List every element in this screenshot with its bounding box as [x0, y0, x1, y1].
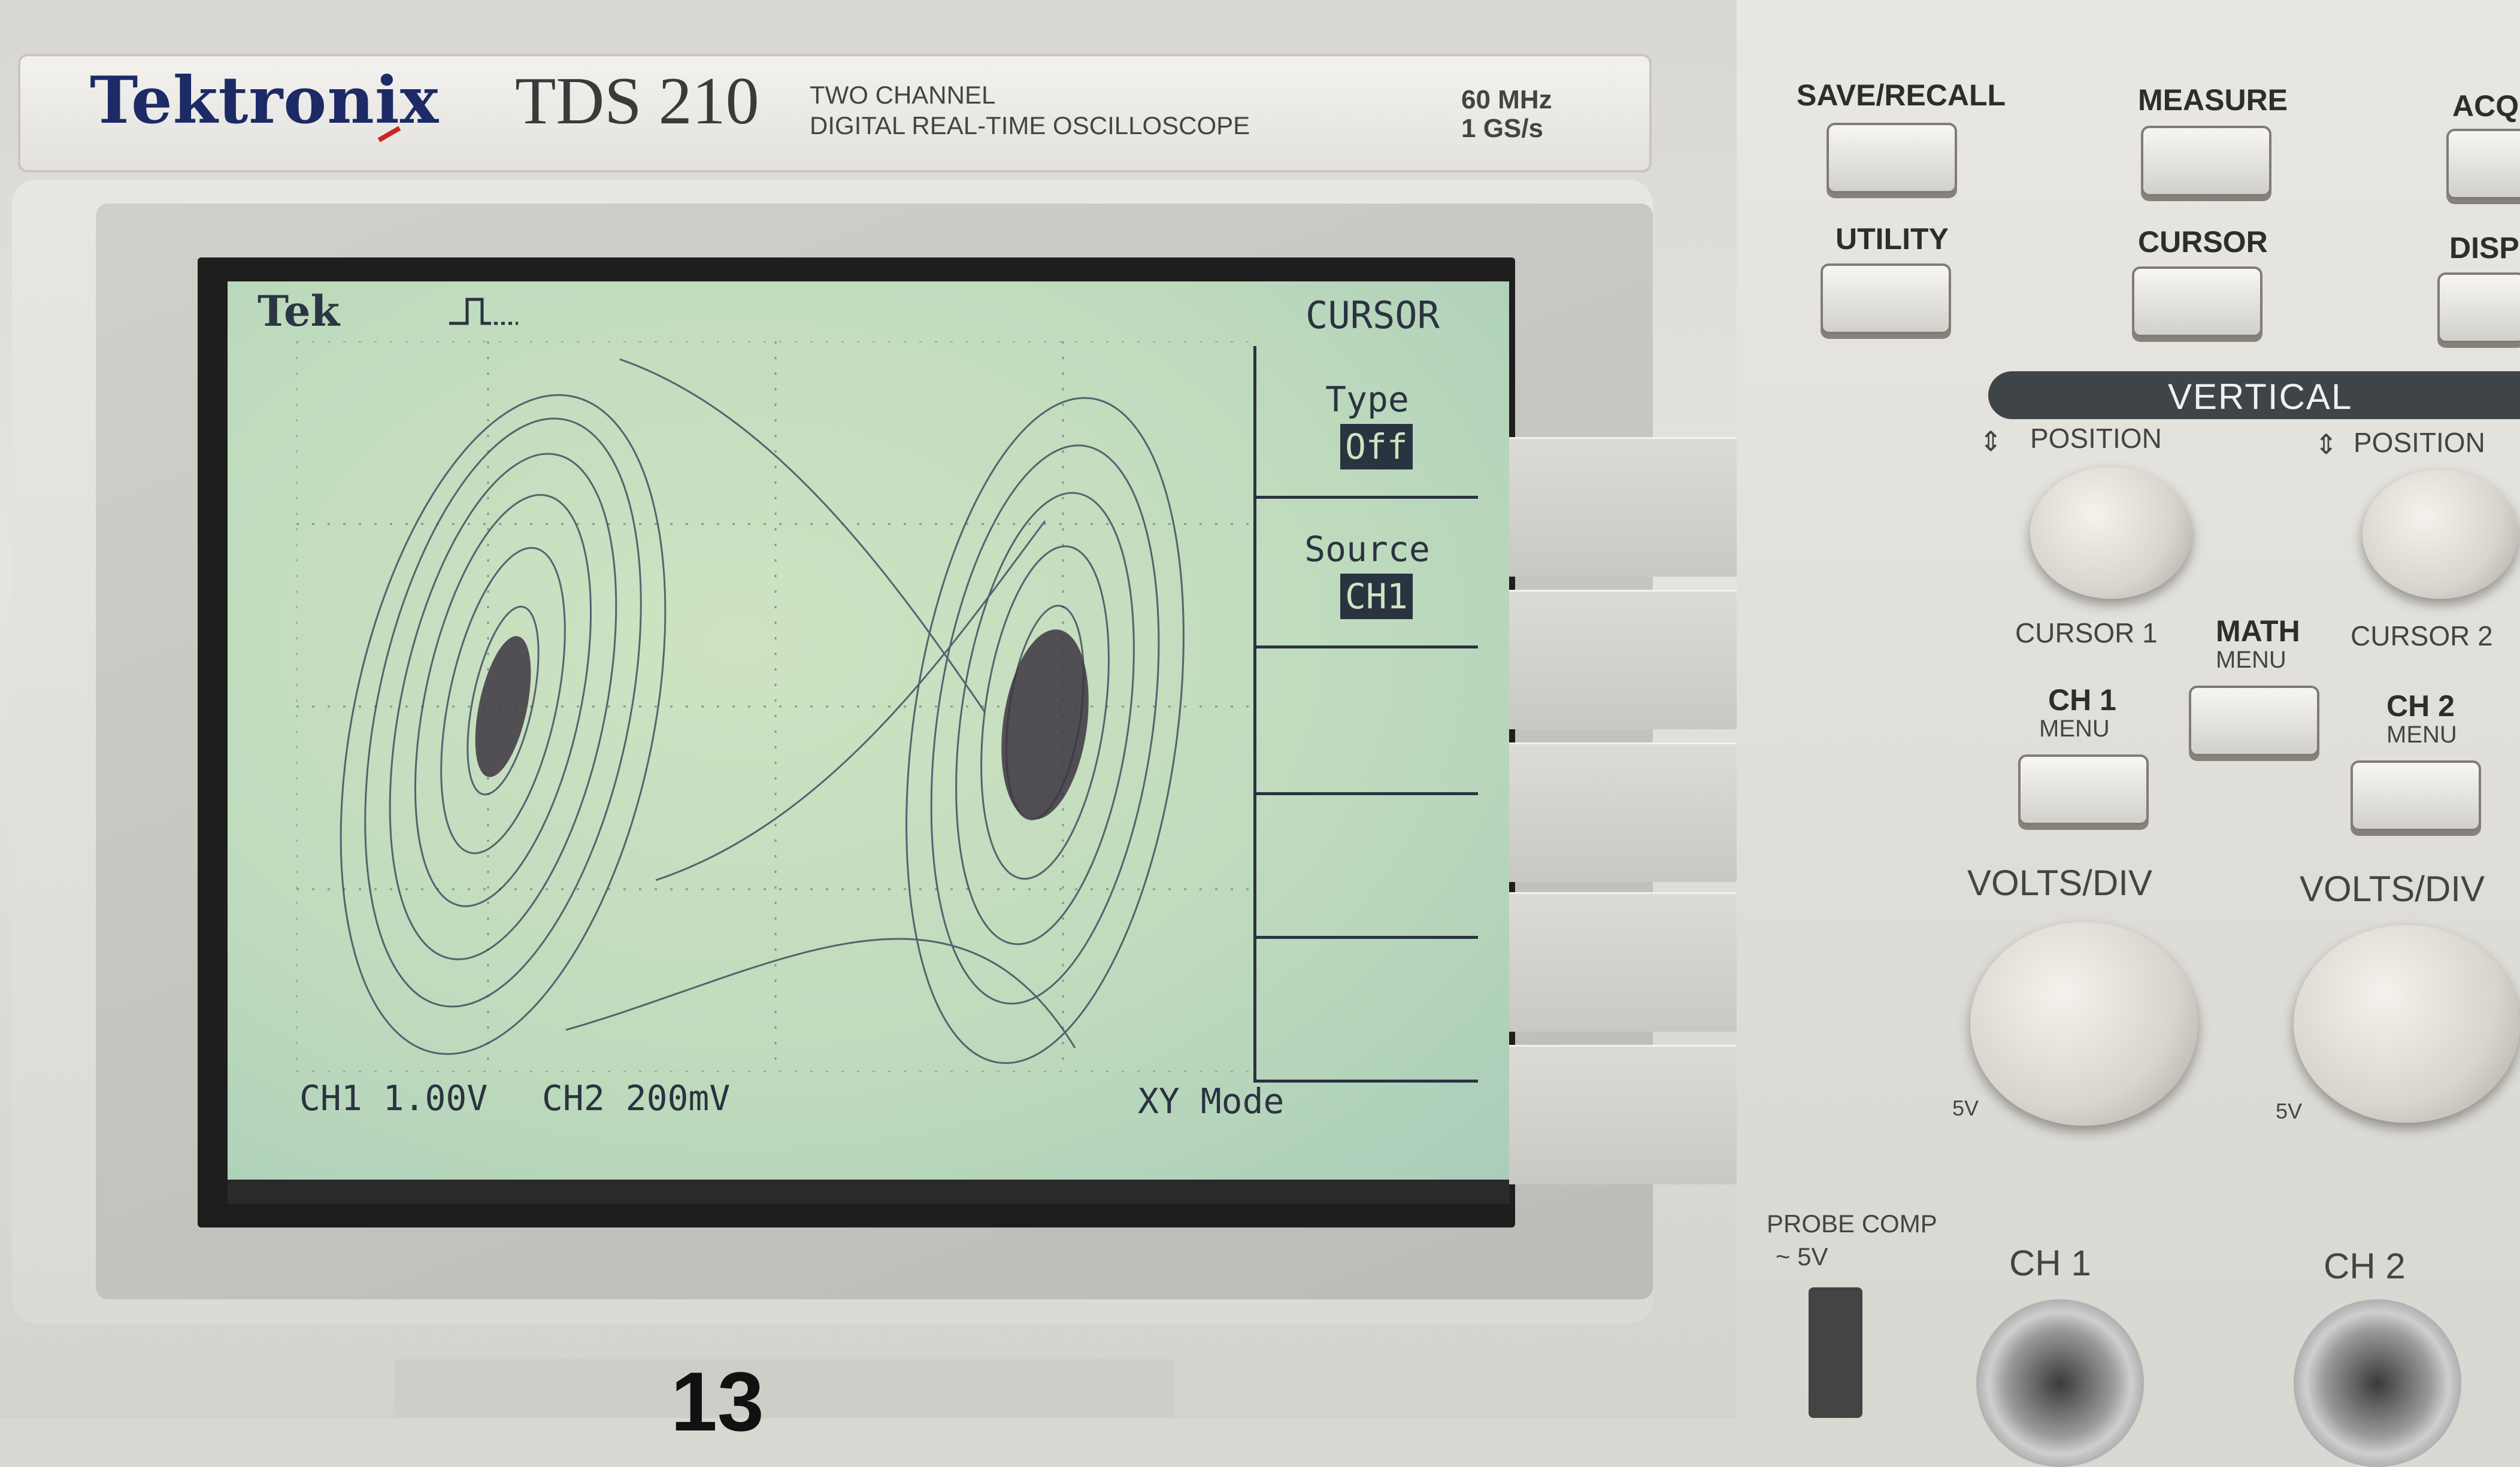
- probe-comp-terminal[interactable]: [1809, 1287, 1862, 1418]
- position2-label: POSITION: [2354, 427, 2485, 458]
- bezel-slot-1: [1509, 437, 1737, 577]
- volts-div1-5v-label: 5V: [1952, 1096, 1979, 1120]
- volts-div1-knob[interactable]: [1970, 922, 2198, 1126]
- save-recall-label: SAVE/RECALL: [1797, 78, 2006, 112]
- position1-arrows-icon: ⇕: [1979, 426, 2003, 457]
- ch2-scale-readout: CH2 200mV: [542, 1078, 731, 1119]
- position2-arrows-icon: ⇕: [2315, 429, 2338, 460]
- math-label: MATH: [2216, 614, 2300, 648]
- cursor-button[interactable]: [2132, 266, 2262, 337]
- model-desc-line1: TWO CHANNEL: [810, 81, 996, 109]
- bandwidth-label: 60 MHz: [1461, 85, 1552, 114]
- ch2-menu-button[interactable]: [2351, 760, 2481, 831]
- ch2-bnc-connector[interactable]: [2294, 1299, 2461, 1467]
- screen-lower-frame: [228, 1180, 1509, 1204]
- position2-knob[interactable]: [2362, 470, 2518, 599]
- measure-label: MEASURE: [2138, 83, 2288, 117]
- sample-rate-label: 1 GS/s: [1461, 114, 1543, 143]
- vertical-section-label: VERTICAL: [2168, 377, 2353, 417]
- menu-title: CURSOR: [1306, 293, 1440, 337]
- save-recall-button[interactable]: [1827, 123, 1957, 193]
- menu-item-type: Type Off: [1256, 346, 1478, 499]
- utility-button[interactable]: [1821, 263, 1951, 334]
- side-menu: Type Off Source CH1: [1253, 346, 1478, 1083]
- volts-div2-label: VOLTS/DIV: [2300, 869, 2485, 909]
- menu-type-value: Off: [1340, 424, 1413, 469]
- volts-div2-5v-label: 5V: [2276, 1099, 2303, 1123]
- volts-div2-knob[interactable]: [2294, 925, 2520, 1123]
- math-menu-button[interactable]: [2189, 686, 2319, 756]
- ch1-input-label: CH 1: [2009, 1243, 2091, 1283]
- asset-tag: [395, 1359, 1174, 1418]
- bezel-slot-4: [1509, 892, 1737, 1032]
- bezel-slot-2: [1509, 590, 1737, 729]
- menu-item-empty-4: [1256, 792, 1478, 939]
- acquire-button[interactable]: [2446, 129, 2520, 199]
- display-button[interactable]: [2437, 272, 2520, 343]
- volts-div1-label: VOLTS/DIV: [1967, 863, 2152, 903]
- model-desc-line2: DIGITAL REAL-TIME OSCILLOSCOPE: [810, 111, 1250, 140]
- xy-trace-display: [296, 341, 1255, 1072]
- position1-knob[interactable]: [2030, 467, 2192, 599]
- probe-comp-label: PROBE COMP: [1767, 1210, 1937, 1238]
- position1-label: POSITION: [2030, 423, 2162, 454]
- menu-item-source: Source CH1: [1256, 496, 1478, 648]
- ch2-menu-sub: MENU: [2386, 722, 2457, 748]
- ch1-scale-readout: CH1 1.00V: [299, 1078, 488, 1119]
- ch1-bnc-connector[interactable]: [1976, 1299, 2144, 1467]
- model-name: TDS 210: [515, 64, 759, 138]
- control-panel: [1737, 0, 2520, 1418]
- cursor1-label: CURSOR 1: [2015, 617, 2158, 648]
- tek-logo: Tek: [258, 286, 340, 336]
- math-menu-label: MENU: [2216, 647, 2286, 673]
- ch1-menu-title: CH 1: [2048, 683, 2116, 717]
- nameplate: [18, 54, 1652, 172]
- probe-comp-value: ~ 5V: [1776, 1242, 1828, 1271]
- brand-logo: Tektronix: [90, 63, 440, 138]
- menu-item-empty-3: [1256, 645, 1478, 795]
- utility-label: UTILITY: [1836, 222, 1949, 256]
- ch2-input-label: CH 2: [2324, 1246, 2406, 1286]
- menu-source-value: CH1: [1340, 574, 1413, 619]
- ch1-menu-sub: MENU: [2039, 716, 2110, 742]
- menu-type-label: Type: [1325, 379, 1409, 420]
- measure-button[interactable]: [2141, 126, 2271, 196]
- cursor2-label: CURSOR 2: [2351, 620, 2493, 651]
- trigger-icon: [449, 298, 518, 325]
- bezel-slot-3: [1509, 742, 1737, 882]
- ch2-menu-title: CH 2: [2386, 689, 2455, 723]
- ch1-menu-button[interactable]: [2018, 754, 2149, 825]
- cursor-label: CURSOR: [2138, 225, 2268, 259]
- lcd-screen: [228, 281, 1509, 1180]
- xy-mode-readout: XY Mode: [1138, 1081, 1285, 1122]
- asset-number: 13: [671, 1354, 764, 1448]
- display-label: DISPL: [2449, 231, 2520, 265]
- vertical-band: [1988, 371, 2520, 419]
- menu-item-empty-5: [1256, 936, 1478, 1083]
- menu-source-label: Source: [1304, 529, 1430, 569]
- bezel-slot-5: [1509, 1045, 1737, 1184]
